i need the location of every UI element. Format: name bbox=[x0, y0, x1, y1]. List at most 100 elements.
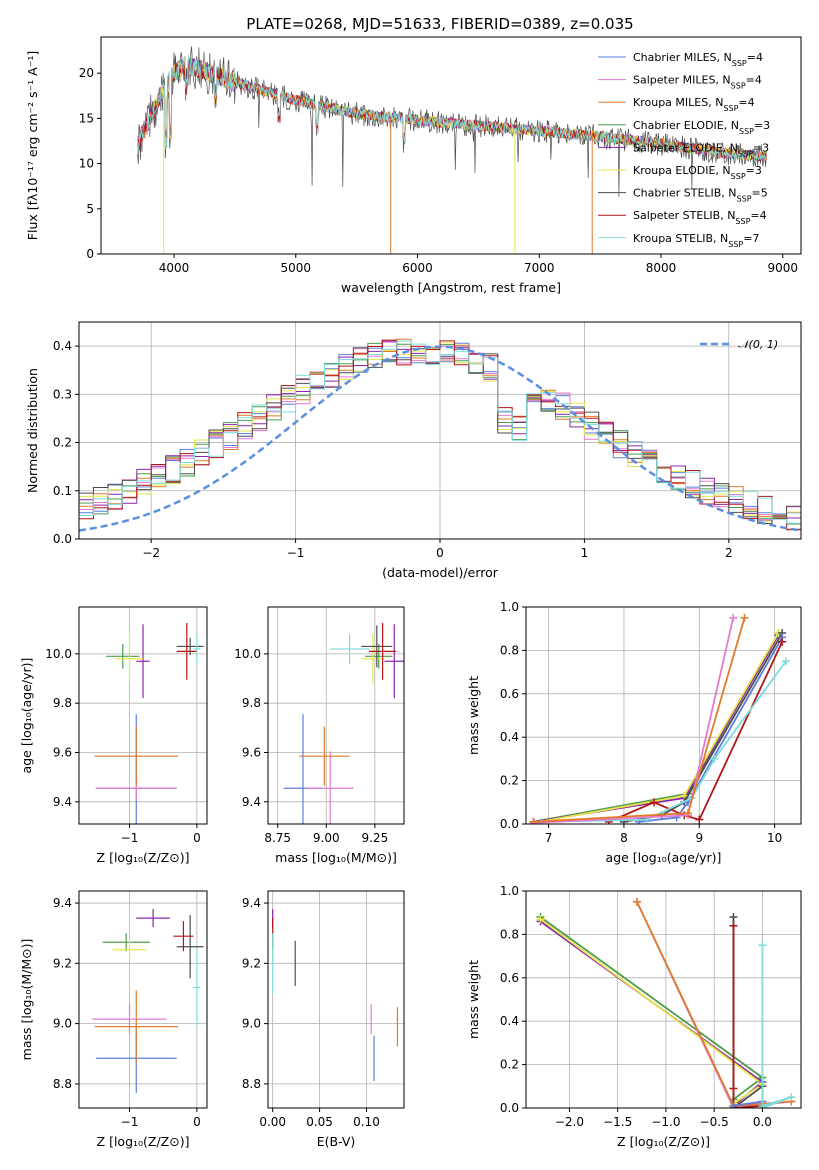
plot-area-mass_ebv bbox=[272, 909, 399, 1081]
legend-label: Kroupa ELODIE, NSSP=3 bbox=[633, 164, 762, 181]
legend-text: Salpeter MILES, N bbox=[633, 74, 731, 87]
weight-marker bbox=[672, 813, 681, 822]
weight-marker bbox=[740, 613, 749, 622]
plot-area-age_Z bbox=[94, 623, 204, 824]
legend-label: Salpeter STELIB, NSSP=4 bbox=[633, 209, 767, 226]
x-tick-label: 5000 bbox=[281, 261, 312, 275]
x-tick-label: 0 bbox=[193, 1115, 201, 1129]
y-tick-label: 8.8 bbox=[53, 1077, 72, 1091]
y-tick-label: 10 bbox=[79, 157, 94, 171]
weight-line bbox=[539, 920, 764, 1107]
y-tick-label: 9.0 bbox=[242, 1017, 261, 1031]
weight-marker bbox=[781, 657, 790, 666]
weight-line bbox=[623, 632, 783, 823]
axes-frame bbox=[78, 606, 208, 825]
y-tick-label: 15 bbox=[79, 111, 94, 125]
y-tick-label: 0.2 bbox=[500, 1058, 519, 1072]
y-tick-label: 1.0 bbox=[500, 884, 519, 898]
y-axis-label: Flux [fλ10⁻¹⁷ erg cm⁻² s⁻¹ A⁻¹] bbox=[25, 51, 40, 240]
x-tick-label: 2 bbox=[725, 546, 733, 560]
y-tick-label: 0.4 bbox=[500, 730, 519, 744]
legend-label: Chabrier ELODIE, NSSP=3 bbox=[633, 119, 770, 136]
legend-label: Salpeter MILES, NSSP=4 bbox=[633, 74, 762, 91]
x-tick-label: −1.5 bbox=[603, 1115, 632, 1129]
x-tick-label: −0.5 bbox=[700, 1115, 729, 1129]
y-axis-label: mass [log₁₀(M/M⊙)] bbox=[19, 939, 34, 1061]
weight-marker bbox=[729, 913, 738, 922]
y-tick-label: 5 bbox=[86, 202, 94, 216]
spectrum-line bbox=[137, 55, 767, 162]
weight-line bbox=[539, 918, 764, 1105]
legend-text: Chabrier STELIB, N bbox=[633, 187, 737, 200]
legend-label: Salpeter ELODIE, NSSP=3 bbox=[633, 141, 769, 158]
x-axis-label: age [log₁₀(age/yr)] bbox=[606, 850, 722, 865]
x-tick-label: 7 bbox=[545, 831, 553, 845]
legend-text: =4 bbox=[746, 74, 762, 87]
axes-frame bbox=[78, 890, 208, 1109]
y-tick-label: 8.8 bbox=[242, 1077, 261, 1091]
plot-area-age_mass bbox=[283, 623, 404, 824]
y-tick-label: 1.0 bbox=[500, 600, 519, 614]
y-tick-label: 9.0 bbox=[53, 1017, 72, 1031]
legend-label: 𝒩(0, 1) bbox=[738, 338, 778, 351]
legend-subscript: SSP bbox=[735, 217, 750, 226]
y-tick-label: 0.3 bbox=[53, 387, 72, 401]
panel-residuals: −2 −1 0 1 2 0.0 0.1 0.2 0.3 0.4 (data-model)/error… bbox=[25, 321, 802, 580]
legend-text: =4 bbox=[747, 51, 763, 64]
x-tick-label: 8000 bbox=[646, 261, 677, 275]
legend-text: Salpeter ELODIE, N bbox=[633, 141, 738, 154]
weight-marker bbox=[695, 815, 704, 824]
y-tick-label: 9.8 bbox=[53, 696, 72, 710]
x-axis-label: Z [log₁₀(Z/Z⊙)] bbox=[617, 1134, 710, 1149]
legend-subscript: SSP bbox=[737, 194, 752, 203]
legend-text: =4 bbox=[750, 209, 766, 222]
y-tick-label: 0.4 bbox=[53, 339, 72, 353]
weight-marker bbox=[778, 637, 787, 646]
x-tick-label: 8 bbox=[620, 831, 628, 845]
y-tick-label: 0.0 bbox=[53, 532, 72, 546]
y-tick-label: 9.4 bbox=[242, 795, 261, 809]
legend-text: =3 bbox=[746, 164, 762, 177]
weight-marker bbox=[650, 798, 659, 807]
legend-label: Chabrier STELIB, NSSP=5 bbox=[633, 187, 768, 204]
y-tick-label: 10.0 bbox=[234, 647, 261, 661]
axes-frame bbox=[100, 36, 802, 255]
plot-area-mass_Z bbox=[92, 909, 204, 1093]
legend-subscript: SSP bbox=[738, 149, 753, 158]
plot-area-mw_age bbox=[529, 613, 790, 824]
x-tick-label: −1 bbox=[121, 1115, 139, 1129]
axes-frame bbox=[267, 606, 405, 825]
x-tick-label: 0.00 bbox=[259, 1115, 286, 1129]
weight-marker bbox=[632, 897, 641, 906]
weight-marker bbox=[758, 1104, 767, 1108]
legend-label: Kroupa STELIB, NSSP=7 bbox=[633, 232, 759, 249]
y-axis-label: mass weight bbox=[466, 676, 481, 755]
legend-text: =4 bbox=[738, 96, 754, 109]
axes-frame bbox=[267, 890, 405, 1109]
x-axis-label: wavelength [Angstrom, rest frame] bbox=[341, 280, 561, 295]
gaussian-curve bbox=[79, 345, 801, 532]
x-tick-label: 0 bbox=[193, 831, 201, 845]
x-tick-label: −1 bbox=[121, 831, 139, 845]
x-tick-label: 1 bbox=[581, 546, 589, 560]
weight-marker bbox=[758, 941, 767, 950]
figure-title: PLATE=0268, MJD=51633, FIBERID=0389, z=0… bbox=[246, 15, 633, 33]
x-tick-label: 9.25 bbox=[361, 831, 388, 845]
axes-frame bbox=[525, 606, 802, 825]
y-tick-label: 10.0 bbox=[45, 647, 72, 661]
legend-text: =3 bbox=[753, 141, 769, 154]
legend-text: Kroupa ELODIE, N bbox=[633, 164, 731, 177]
weight-marker bbox=[529, 817, 538, 824]
legend-subscript: SSP bbox=[728, 239, 743, 248]
y-tick-label: 0.0 bbox=[500, 1101, 519, 1115]
y-tick-label: 0.2 bbox=[500, 774, 519, 788]
x-tick-label: 6000 bbox=[402, 261, 433, 275]
x-tick-label: 7000 bbox=[524, 261, 555, 275]
y-tick-label: 9.4 bbox=[242, 896, 261, 910]
legend-text: Kroupa MILES, N bbox=[633, 96, 723, 109]
y-tick-label: 0.6 bbox=[500, 971, 519, 985]
legend-label: Chabrier MILES, NSSP=4 bbox=[633, 51, 763, 68]
y-axis-label: age [log₁₀(age/yr)] bbox=[19, 658, 34, 774]
